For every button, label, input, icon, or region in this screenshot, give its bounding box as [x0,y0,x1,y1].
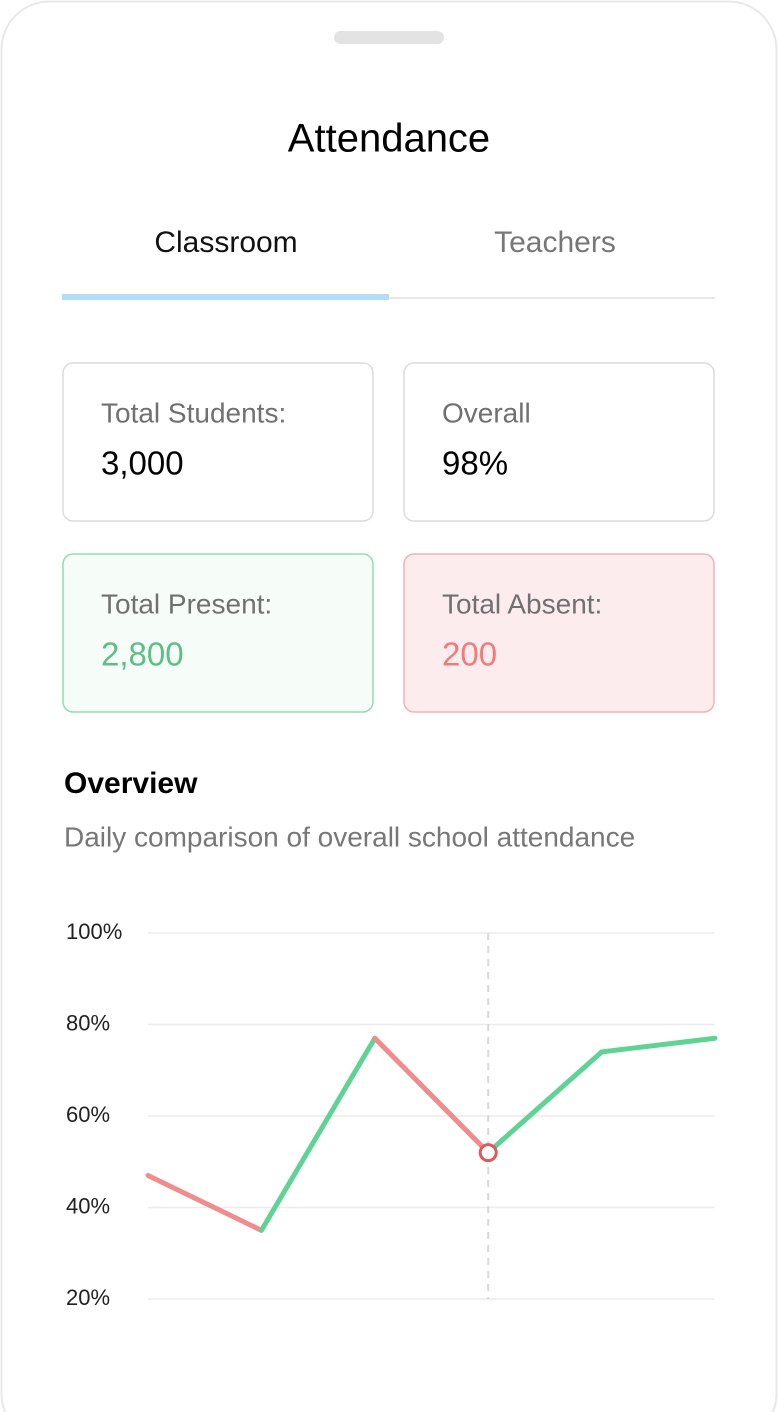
stat-value: 98% [442,445,508,482]
stat-card [62,362,374,522]
section-subtitle: Daily comparison of overall school atten… [64,821,635,852]
section-title: Overview [64,767,198,800]
y-tick-label: 20% [66,1285,110,1310]
y-tick-label: 40% [66,1193,110,1218]
page-title: Attendance [288,117,490,161]
stat-label: Overall [442,397,531,428]
y-tick-label: 80% [66,1010,110,1035]
line-segment [145,1172,264,1233]
y-tick-label: 100% [66,919,122,944]
highlight-point[interactable] [478,1143,498,1163]
stat-label: Total Students: [101,397,286,428]
y-tick-label: 60% [66,1102,110,1127]
tab[interactable]: Classroom [154,226,297,259]
line-segment [485,1049,605,1156]
stat-card [403,362,715,522]
stat-value: 200 [442,636,497,673]
stat-label: Total Absent: [442,588,602,619]
line-segment [258,1035,378,1233]
line-segment [372,1035,491,1156]
drag-handle[interactable] [334,31,444,44]
stat-value: 2,800 [101,636,184,673]
line-segment [599,1035,718,1055]
stat-label: Total Present: [101,588,272,619]
tab-indicator [62,294,389,300]
stat-card [62,553,374,713]
tab[interactable]: Teachers [494,226,616,259]
stat-card [403,553,715,713]
stat-value: 3,000 [101,445,184,482]
